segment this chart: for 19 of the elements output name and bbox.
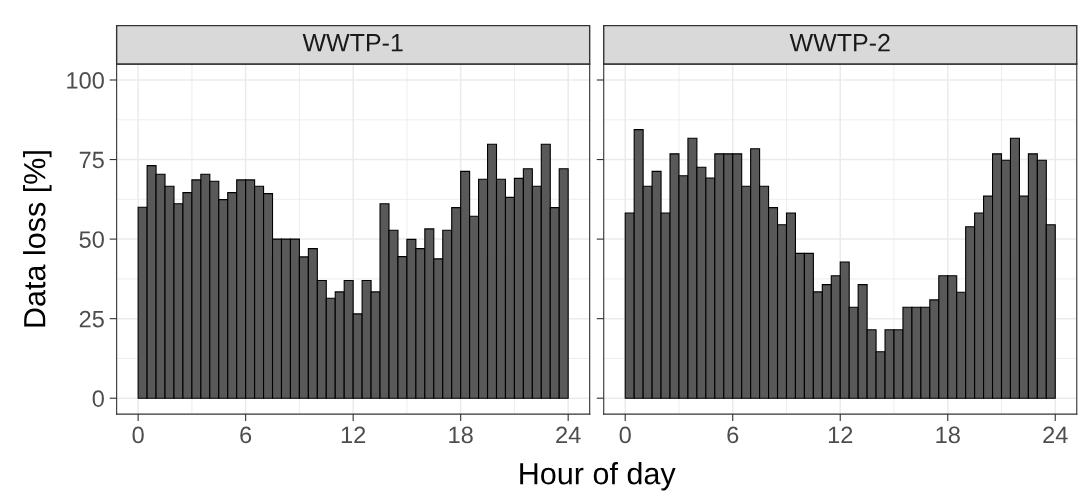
y-tick-label: 100 — [67, 72, 104, 89]
x-tick-label: 12 — [828, 426, 853, 444]
chart-title: WWTP-2 — [789, 33, 890, 52]
x-tick-label: 0 — [132, 426, 144, 444]
chart-title: WWTP-1 — [302, 34, 403, 52]
x-tick-label: 24 — [556, 426, 581, 444]
y-tick-label: 0 — [92, 390, 104, 407]
y-tick-label: 25 — [79, 310, 104, 328]
x-tick-label: 6 — [240, 426, 252, 444]
y-tick-label: 50 — [79, 231, 104, 248]
x-tick-label: 24 — [1043, 426, 1068, 444]
x-tick-label: 0 — [619, 426, 631, 444]
x-axis-title: Hour of day — [520, 462, 676, 491]
x-tick-label: 18 — [936, 426, 960, 444]
x-tick-label: 12 — [341, 426, 366, 444]
y-tick-label: 75 — [79, 151, 104, 169]
y-axis-title: Data loss [%] — [23, 151, 52, 327]
x-tick-label: 6 — [727, 426, 739, 444]
x-tick-label: 18 — [449, 426, 473, 444]
